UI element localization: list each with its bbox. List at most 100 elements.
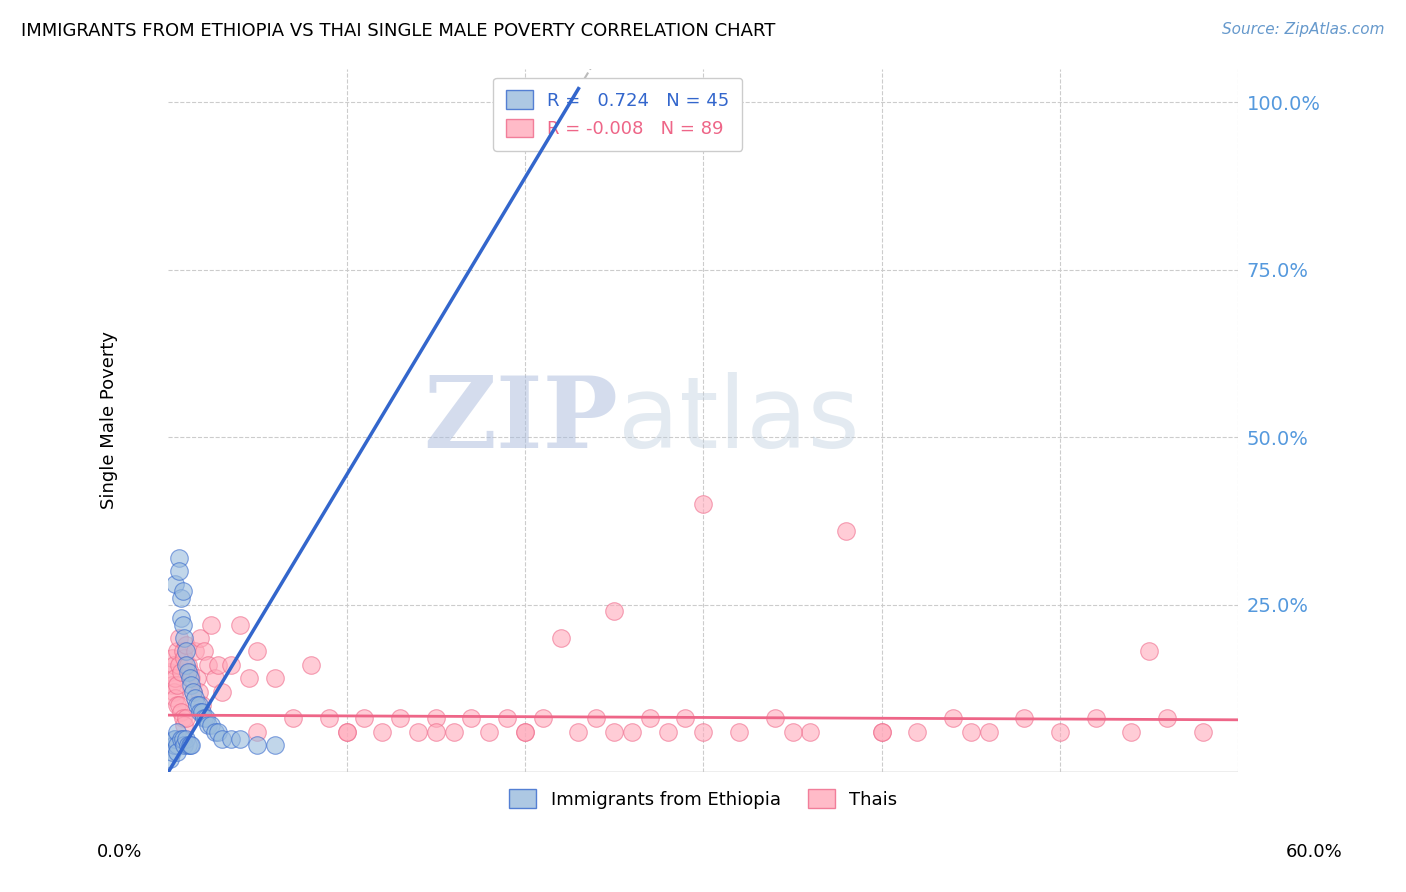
Point	[782, 724, 804, 739]
Point	[173, 718, 195, 732]
Point	[173, 739, 195, 753]
Point	[191, 705, 214, 719]
Point	[870, 724, 893, 739]
Point	[166, 739, 188, 753]
Point	[174, 731, 197, 746]
Point	[167, 564, 190, 578]
Point	[186, 698, 208, 712]
Point	[1014, 711, 1036, 725]
Point	[246, 739, 269, 753]
Point	[170, 705, 193, 719]
Point	[1191, 724, 1213, 739]
Point	[336, 724, 359, 739]
Point	[1084, 711, 1107, 725]
Point	[638, 711, 661, 725]
Point	[389, 711, 412, 725]
Point	[496, 711, 519, 725]
Point	[211, 731, 233, 746]
Point	[281, 711, 304, 725]
Point	[160, 651, 183, 665]
Point	[264, 739, 287, 753]
Point	[942, 711, 965, 725]
Point	[207, 657, 229, 672]
Point	[165, 691, 187, 706]
Point	[728, 724, 751, 739]
Text: atlas: atlas	[617, 372, 859, 469]
Point	[190, 705, 212, 719]
Point	[166, 678, 188, 692]
Point	[200, 718, 222, 732]
Point	[174, 644, 197, 658]
Point	[180, 678, 202, 692]
Point	[173, 651, 195, 665]
Point	[211, 684, 233, 698]
Point	[191, 698, 214, 712]
Point	[763, 711, 786, 725]
Point	[163, 731, 186, 746]
Point	[181, 684, 204, 698]
Point	[531, 711, 554, 725]
Point	[177, 739, 200, 753]
Point	[170, 731, 193, 746]
Point	[172, 584, 194, 599]
Point	[207, 724, 229, 739]
Point	[177, 665, 200, 679]
Text: 60.0%: 60.0%	[1286, 843, 1343, 861]
Point	[165, 577, 187, 591]
Point	[167, 631, 190, 645]
Point	[180, 739, 202, 753]
Point	[228, 731, 250, 746]
Point	[187, 684, 209, 698]
Point	[184, 691, 207, 706]
Point	[159, 752, 181, 766]
Point	[603, 724, 626, 739]
Point	[200, 617, 222, 632]
Point	[172, 617, 194, 632]
Point	[620, 724, 643, 739]
Point	[246, 724, 269, 739]
Text: ZIP: ZIP	[423, 372, 617, 469]
Point	[174, 657, 197, 672]
Point	[172, 644, 194, 658]
Point	[264, 671, 287, 685]
Text: 0.0%: 0.0%	[97, 843, 142, 861]
Point	[204, 671, 226, 685]
Point	[513, 724, 536, 739]
Point	[799, 724, 821, 739]
Point	[181, 684, 204, 698]
Point	[603, 604, 626, 618]
Point	[1156, 711, 1178, 725]
Point	[166, 698, 188, 712]
Point	[180, 671, 202, 685]
Point	[692, 724, 714, 739]
Point	[238, 671, 260, 685]
Point	[163, 739, 186, 753]
Point	[550, 631, 572, 645]
Point	[165, 671, 187, 685]
Point	[186, 671, 208, 685]
Point	[692, 497, 714, 511]
Point	[353, 711, 375, 725]
Point	[174, 638, 197, 652]
Point	[166, 644, 188, 658]
Point	[167, 550, 190, 565]
Point	[190, 631, 212, 645]
Point	[177, 657, 200, 672]
Point	[513, 724, 536, 739]
Point	[197, 657, 219, 672]
Point	[228, 617, 250, 632]
Point	[184, 644, 207, 658]
Point	[165, 731, 187, 746]
Point	[835, 524, 858, 538]
Point	[179, 671, 201, 685]
Legend: Immigrants from Ethiopia, Thais: Immigrants from Ethiopia, Thais	[502, 782, 904, 816]
Point	[160, 678, 183, 692]
Point	[1121, 724, 1143, 739]
Point	[170, 611, 193, 625]
Point	[657, 724, 679, 739]
Point	[219, 731, 242, 746]
Text: Source: ZipAtlas.com: Source: ZipAtlas.com	[1222, 22, 1385, 37]
Point	[172, 711, 194, 725]
Point	[585, 711, 607, 725]
Point	[246, 644, 269, 658]
